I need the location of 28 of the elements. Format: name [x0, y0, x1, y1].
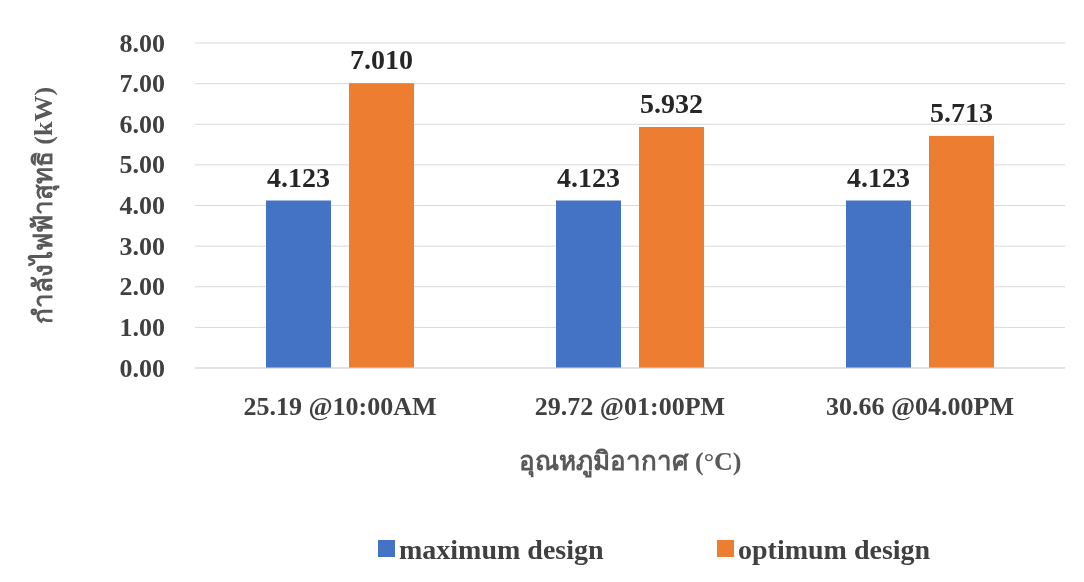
y-tick-label: 2.00: [119, 272, 165, 302]
data-label: 4.123: [267, 161, 330, 193]
data-label: 5.713: [930, 96, 993, 128]
bar: [556, 200, 621, 368]
bar: [929, 135, 994, 368]
y-tick-label: 7.00: [119, 69, 165, 99]
data-label: 4.123: [557, 161, 620, 193]
bar: [639, 127, 704, 368]
bar: [349, 83, 414, 368]
x-tick-label: 30.66 @04.00PM: [825, 392, 1015, 421]
x-tick-label: 29.72 @01:00PM: [534, 392, 726, 421]
data-label: 5.932: [640, 88, 703, 120]
bar: [266, 200, 331, 368]
x-axis-title: อุณหภูมิอากาศ (°C): [518, 447, 742, 478]
y-tick-label: 0.00: [119, 353, 165, 383]
legend-label: optimum design: [738, 533, 931, 565]
y-tick-label: 5.00: [119, 150, 165, 180]
bar: [846, 200, 911, 368]
x-tick-label: 25.19 @10:00AM: [243, 392, 437, 421]
legend-label: maximum design: [399, 533, 604, 565]
y-tick-label: 6.00: [119, 109, 165, 139]
y-tick-label: 4.00: [119, 191, 165, 220]
data-label: 7.010: [350, 44, 413, 76]
y-tick-label: 1.00: [119, 312, 165, 342]
y-axis-title: กำลังไฟฟ้าสุทธิ (kW): [27, 86, 60, 325]
y-tick-label: 8.00: [119, 28, 165, 58]
y-tick-label: 3.00: [119, 231, 165, 261]
data-label: 4.123: [847, 161, 910, 193]
